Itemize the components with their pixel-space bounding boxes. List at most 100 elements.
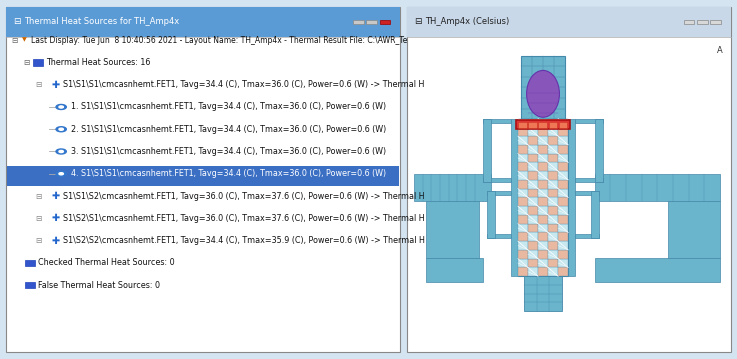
Text: Last Display: Tue Jun  8 10:40:56 2021 - Layout Name: TH_Amp4x - Thermal Result : Last Display: Tue Jun 8 10:40:56 2021 - … bbox=[31, 36, 408, 45]
Bar bbox=[528, 162, 538, 171]
Bar bbox=[595, 258, 720, 283]
Bar bbox=[380, 19, 390, 24]
Text: ⊟: ⊟ bbox=[35, 214, 42, 223]
Text: Checked Thermal Heat Sources: 0: Checked Thermal Heat Sources: 0 bbox=[38, 258, 175, 267]
Bar bbox=[558, 145, 568, 154]
Bar bbox=[538, 267, 548, 276]
Bar bbox=[518, 241, 528, 250]
Bar bbox=[6, 7, 400, 352]
Bar bbox=[576, 178, 603, 182]
Bar bbox=[538, 127, 548, 136]
Text: ⊟: ⊟ bbox=[24, 58, 30, 67]
Bar bbox=[528, 206, 538, 215]
Bar bbox=[538, 241, 548, 250]
Bar bbox=[548, 215, 558, 224]
Bar bbox=[590, 191, 598, 238]
Text: ✚: ✚ bbox=[52, 191, 60, 201]
Bar bbox=[487, 234, 511, 238]
Ellipse shape bbox=[527, 70, 559, 117]
Text: 3. S1\S1\S1\cmcasnhemt.FET1, Tavg=34.4 (C), Tmax=36.0 (C), Power=0.6 (W): 3. S1\S1\S1\cmcasnhemt.FET1, Tavg=34.4 (… bbox=[71, 147, 386, 156]
Bar bbox=[483, 118, 492, 182]
Bar bbox=[528, 145, 538, 154]
Bar bbox=[538, 232, 548, 241]
Bar bbox=[518, 136, 528, 145]
Bar bbox=[528, 197, 538, 206]
Bar bbox=[558, 206, 568, 215]
Bar bbox=[538, 259, 548, 267]
Text: TH_Amp4x (Celsius): TH_Amp4x (Celsius) bbox=[425, 17, 509, 27]
Bar bbox=[548, 188, 558, 197]
Bar bbox=[548, 267, 558, 276]
Text: Thermal Heat Sources: 16: Thermal Heat Sources: 16 bbox=[46, 58, 150, 67]
Bar bbox=[407, 7, 731, 352]
Text: S1\S2\S2\cmcasnhemt.FET1, Tavg=34.4 (C), Tmax=35.9 (C), Power=0.6 (W) -> Thermal: S1\S2\S2\cmcasnhemt.FET1, Tavg=34.4 (C),… bbox=[63, 236, 425, 245]
Text: ✚: ✚ bbox=[52, 80, 60, 90]
Text: ✚: ✚ bbox=[52, 213, 60, 223]
Text: ⊟: ⊟ bbox=[35, 80, 42, 89]
Bar bbox=[558, 241, 568, 250]
Text: S1\S1\S2\cmcasnhemt.FET1, Tavg=36.0 (C), Tmax=37.6 (C), Power=0.6 (W) -> Thermal: S1\S1\S2\cmcasnhemt.FET1, Tavg=36.0 (C),… bbox=[63, 191, 425, 201]
Bar bbox=[538, 145, 548, 154]
Bar bbox=[528, 122, 537, 128]
Bar bbox=[548, 145, 558, 154]
Bar bbox=[426, 258, 483, 283]
Bar bbox=[710, 19, 721, 24]
Bar bbox=[548, 197, 558, 206]
Bar bbox=[483, 178, 511, 182]
Bar bbox=[558, 232, 568, 241]
Bar bbox=[548, 224, 558, 232]
Bar bbox=[414, 174, 492, 201]
Bar bbox=[25, 282, 35, 288]
Bar bbox=[528, 188, 538, 197]
Bar bbox=[528, 215, 538, 224]
Bar bbox=[528, 154, 538, 162]
Bar bbox=[518, 145, 528, 154]
Text: 4. S1\S1\S1\cmcasnhemt.FET1, Tavg=34.4 (C), Tmax=36.0 (C), Power=0.6 (W): 4. S1\S1\S1\cmcasnhemt.FET1, Tavg=34.4 (… bbox=[71, 169, 386, 178]
Bar bbox=[558, 250, 568, 259]
Bar bbox=[548, 241, 558, 250]
Text: ▼: ▼ bbox=[22, 38, 27, 43]
Bar bbox=[518, 250, 528, 259]
Bar bbox=[548, 136, 558, 145]
Bar bbox=[538, 154, 548, 162]
Bar bbox=[538, 171, 548, 180]
Bar bbox=[426, 201, 478, 258]
Bar bbox=[548, 118, 558, 127]
Bar bbox=[528, 136, 538, 145]
Bar bbox=[558, 162, 568, 171]
Bar bbox=[528, 180, 538, 188]
Bar bbox=[538, 188, 548, 197]
Bar bbox=[558, 154, 568, 162]
Text: ⊟: ⊟ bbox=[35, 191, 42, 201]
Bar bbox=[518, 259, 528, 267]
Bar bbox=[518, 122, 527, 128]
Bar bbox=[518, 180, 528, 188]
Circle shape bbox=[59, 150, 63, 153]
Bar bbox=[518, 206, 528, 215]
Bar bbox=[528, 241, 538, 250]
Circle shape bbox=[56, 149, 66, 154]
Circle shape bbox=[59, 173, 63, 175]
Bar bbox=[33, 59, 43, 66]
Bar bbox=[487, 191, 511, 195]
Bar bbox=[558, 188, 568, 197]
Bar bbox=[548, 122, 557, 128]
Bar bbox=[576, 234, 598, 238]
Bar bbox=[548, 180, 558, 188]
Bar bbox=[558, 197, 568, 206]
Bar bbox=[528, 224, 538, 232]
Bar bbox=[528, 232, 538, 241]
Bar bbox=[525, 276, 562, 311]
Bar bbox=[7, 166, 399, 186]
Bar bbox=[407, 7, 731, 37]
Bar bbox=[516, 120, 570, 129]
Bar bbox=[528, 259, 538, 267]
Bar bbox=[697, 19, 708, 24]
Bar bbox=[518, 267, 528, 276]
Bar bbox=[538, 197, 548, 206]
Text: ⊟: ⊟ bbox=[13, 17, 21, 27]
Bar bbox=[538, 215, 548, 224]
Bar bbox=[518, 127, 528, 136]
Bar bbox=[538, 136, 548, 145]
Bar bbox=[568, 118, 576, 276]
